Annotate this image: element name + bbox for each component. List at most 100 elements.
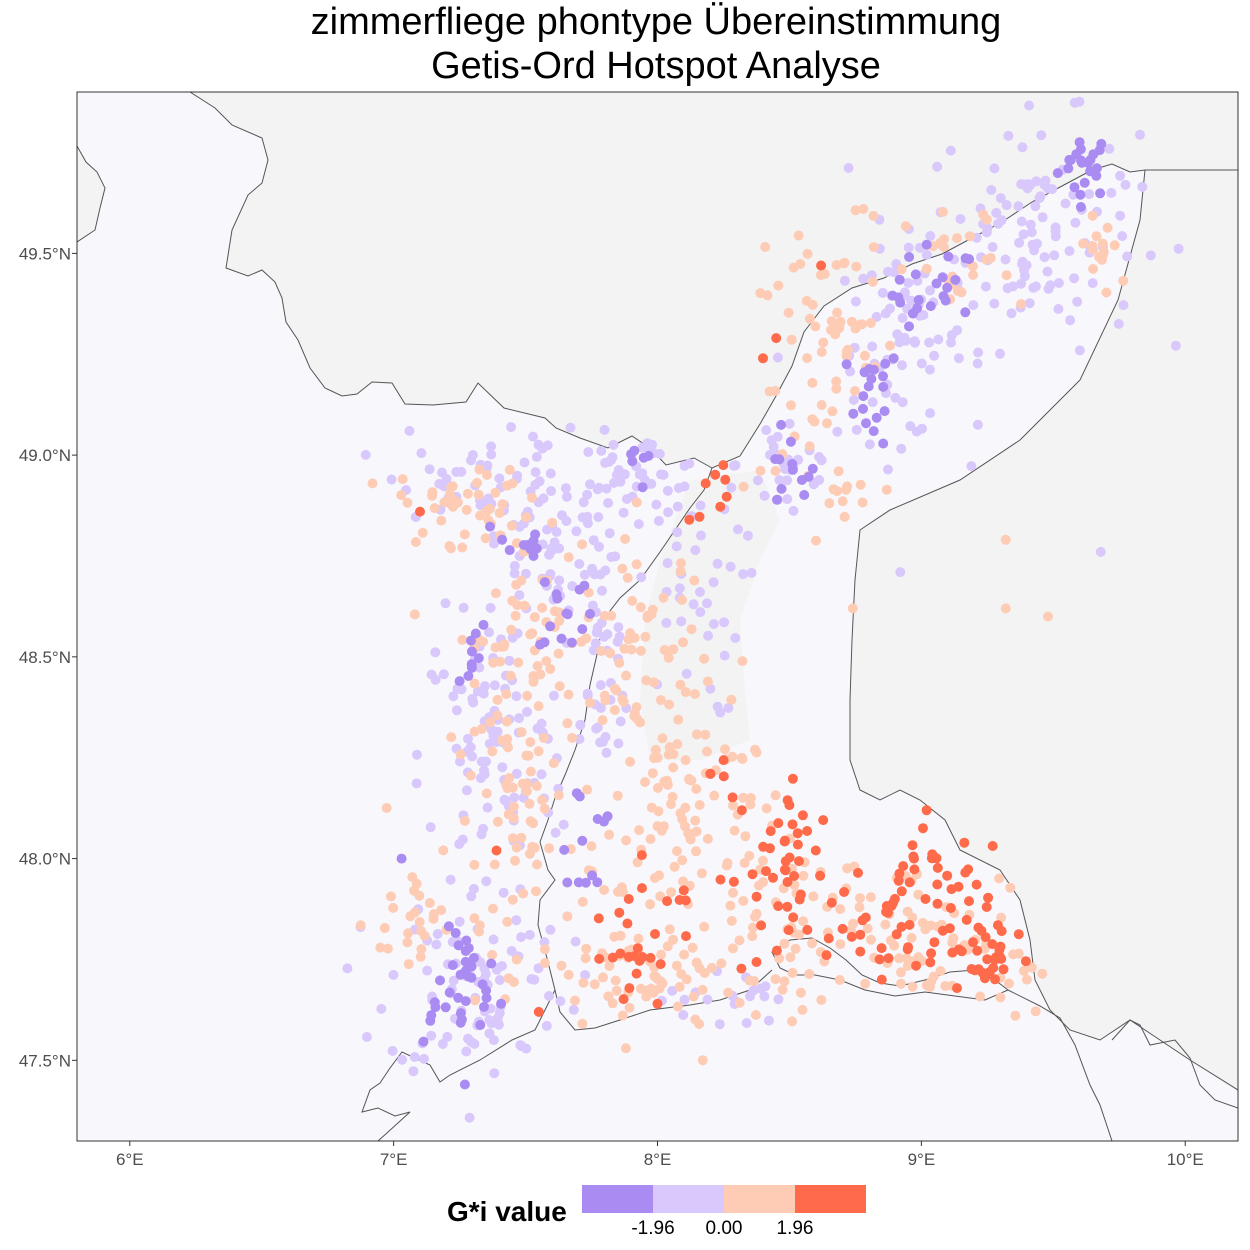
hotspot-point: [504, 545, 515, 556]
hotspot-point: [695, 500, 706, 511]
hotspot-point: [690, 1014, 701, 1025]
hotspot-point: [440, 1002, 451, 1013]
hotspot-point: [476, 756, 487, 767]
hotspot-point: [991, 207, 1002, 218]
hotspot-point: [1021, 974, 1032, 985]
hotspot-point: [489, 680, 500, 691]
hotspot-point: [719, 650, 730, 661]
hotspot-point: [779, 836, 790, 847]
hotspot-point: [511, 768, 522, 779]
hotspot-point: [1010, 1010, 1021, 1021]
hotspot-point: [1039, 252, 1050, 263]
hotspot-point: [1003, 130, 1014, 141]
hotspot-point: [890, 392, 901, 403]
hotspot-point: [684, 514, 695, 525]
hotspot-point: [940, 295, 951, 306]
hotspot-point: [796, 475, 807, 485]
hotspot-point: [397, 474, 408, 485]
hotspot-point: [837, 496, 848, 507]
hotspot-point: [460, 956, 471, 967]
hotspot-point: [478, 619, 489, 630]
hotspot-point: [738, 896, 749, 906]
x-tick-label: 8°E: [644, 1150, 672, 1169]
hotspot-point: [675, 566, 686, 577]
hotspot-point: [895, 567, 906, 578]
hotspot-point: [786, 400, 796, 411]
hotspot-point: [722, 858, 733, 868]
hotspot-point: [427, 490, 438, 501]
hotspot-point: [1014, 237, 1025, 248]
hotspot-point: [428, 909, 439, 920]
hotspot-point: [540, 958, 550, 969]
hotspot-point: [494, 473, 505, 484]
hotspot-point: [981, 902, 992, 912]
hotspot-point: [700, 729, 711, 740]
hotspot-point: [737, 656, 748, 667]
hotspot-point: [727, 792, 738, 803]
hotspot-point: [459, 1079, 470, 1090]
hotspot-point: [498, 887, 509, 898]
hotspot-point: [718, 771, 729, 782]
hotspot-point: [672, 1001, 683, 1012]
hotspot-point: [489, 538, 499, 549]
hotspot-point: [643, 450, 654, 461]
hotspot-point: [528, 676, 539, 687]
hotspot-point: [758, 841, 769, 852]
hotspot-point: [496, 998, 507, 1009]
hotspot-point: [466, 646, 477, 657]
map-title: zimmerfliege phontype Übereinstimmung Ge…: [0, 0, 1250, 88]
hotspot-point: [752, 475, 763, 486]
hotspot-point: [430, 647, 441, 658]
hotspot-point: [926, 948, 937, 959]
hotspot-point: [885, 340, 895, 351]
hotspot-point: [607, 952, 618, 963]
hotspot-point: [740, 831, 751, 842]
hotspot-point: [950, 274, 961, 285]
hotspot-point: [1075, 202, 1086, 212]
hotspot-point: [502, 783, 513, 794]
hotspot-point: [818, 815, 829, 826]
hotspot-point: [865, 892, 876, 903]
hotspot-point: [904, 919, 915, 930]
hotspot-point: [686, 624, 697, 635]
hotspot-point: [537, 602, 548, 613]
hotspot-point: [1113, 318, 1124, 329]
hotspot-point: [529, 612, 540, 623]
hotspot-point: [631, 497, 642, 508]
y-tick-label: 47.5°N: [19, 1051, 71, 1070]
hotspot-point: [695, 587, 705, 597]
hotspot-point: [609, 477, 619, 488]
hotspot-point: [1020, 956, 1031, 967]
hotspot-point: [402, 497, 413, 508]
hotspot-point: [504, 464, 515, 475]
hotspot-point: [632, 943, 643, 954]
hotspot-point: [548, 758, 559, 769]
hotspot-point: [613, 622, 624, 633]
hotspot-point: [396, 853, 407, 864]
hotspot-point: [497, 499, 508, 510]
hotspot-point: [502, 734, 513, 744]
hotspot-point: [636, 983, 646, 994]
hotspot-point: [943, 251, 954, 262]
hotspot-point: [468, 697, 479, 708]
hotspot-point: [447, 960, 458, 971]
hotspot-point: [676, 558, 686, 569]
hotspot-point: [750, 744, 760, 755]
hotspot-point: [694, 511, 705, 522]
hotspot-point: [783, 925, 794, 936]
hotspot-point: [758, 353, 768, 364]
hotspot-point: [747, 869, 758, 880]
hotspot-point: [897, 397, 908, 408]
hotspot-point: [503, 973, 514, 984]
hotspot-point: [355, 920, 366, 931]
hotspot-point: [981, 227, 992, 238]
hotspot-point: [381, 803, 392, 813]
hotspot-point: [729, 460, 739, 471]
hotspot-point: [797, 1004, 808, 1015]
hotspot-point: [611, 685, 622, 696]
hotspot-point: [637, 883, 647, 894]
hotspot-point: [728, 887, 738, 898]
hotspot-point: [795, 987, 806, 998]
hotspot-point: [414, 890, 425, 901]
hotspot-point: [902, 960, 913, 971]
